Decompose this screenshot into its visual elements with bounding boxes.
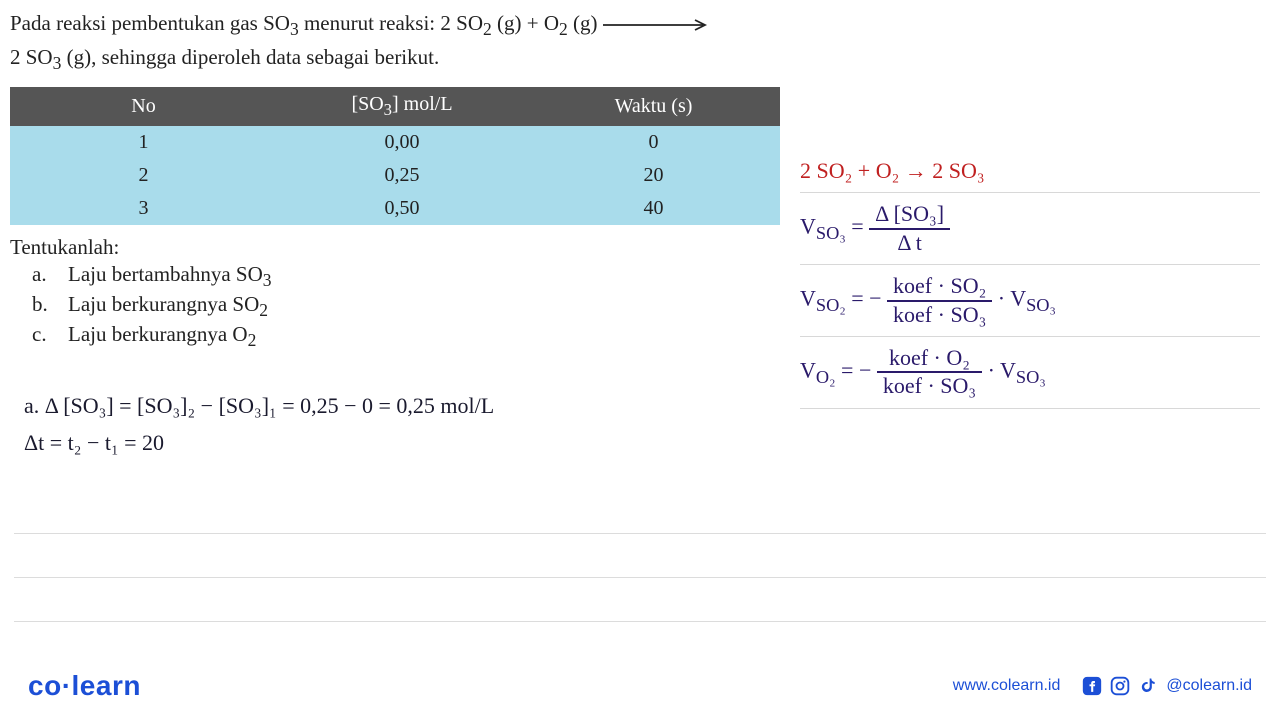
item-a-text: Laju bertambahnya SO3 — [68, 262, 272, 291]
handwriting-left: a. Δ [SO₃] = [SO₃]₂ − [SO₃]₁ = 0,25 − 0 … — [24, 388, 494, 462]
hw-vo2: VO₂ = − koef · O₂ koef · SO₃ · VSO₃ — [800, 337, 1260, 409]
problem-line2-a: 2 SO — [10, 45, 53, 69]
problem-line1-b: menurut reaksi: 2 SO — [304, 11, 483, 35]
problem-line1-a: Pada reaksi pembentukan gas SO — [10, 11, 290, 35]
instagram-icon — [1110, 676, 1130, 696]
item-c-text: Laju berkurangnya O2 — [68, 322, 256, 351]
hw-left-line2: Δt = t₂ − t₁ = 20 — [24, 425, 494, 460]
col-conc: [SO3] mol/L — [277, 87, 527, 126]
tiktok-icon — [1138, 676, 1158, 696]
problem-line2-b: (g), sehingga diperoleh data sebagai ber… — [67, 45, 440, 69]
item-b-text: Laju berkurangnya SO2 — [68, 292, 268, 321]
table-row: 3 0,50 40 — [10, 192, 780, 225]
handwriting-right: 2 SO₂ + O₂ → 2 SO₃ VSO₃ = Δ [SO₃] Δ t VS… — [800, 150, 1260, 409]
table-row: 2 0,25 20 — [10, 159, 780, 192]
table-row: 1 0,00 0 — [10, 126, 780, 159]
facebook-icon — [1082, 676, 1102, 696]
item-c-label: c. — [32, 322, 50, 351]
social-icons: @colearn.id — [1082, 676, 1252, 696]
reaction-arrow-icon — [603, 18, 713, 32]
footer-url: www.colearn.id — [953, 677, 1061, 695]
problem-line1-c: (g) + O — [497, 11, 559, 35]
footer-right: www.colearn.id @colearn.id — [953, 676, 1252, 696]
item-a-label: a. — [32, 262, 50, 291]
brand-logo: co·learn — [28, 670, 141, 702]
hw-vso2: VSO₂ = − koef · SO₂ koef · SO₃ · VSO₃ — [800, 265, 1260, 337]
col-no: No — [10, 87, 277, 126]
footer-handle: @colearn.id — [1166, 677, 1252, 695]
hw-reaction-equation: 2 SO₂ + O₂ → 2 SO₃ — [800, 150, 1260, 193]
item-b-label: b. — [32, 292, 50, 321]
hw-left-line1: a. Δ [SO₃] = [SO₃]₂ − [SO₃]₁ = 0,25 − 0 … — [24, 388, 494, 423]
ruled-lines — [14, 490, 1266, 622]
col-time: Waktu (s) — [527, 87, 780, 126]
data-table: No [SO3] mol/L Waktu (s) 1 0,00 0 2 0,25… — [10, 87, 780, 225]
problem-statement: Pada reaksi pembentukan gas SO3 menurut … — [10, 8, 1270, 77]
footer: co·learn www.colearn.id @colearn.id — [0, 670, 1280, 702]
problem-line1-d: (g) — [573, 11, 598, 35]
hw-vso3: VSO₃ = Δ [SO₃] Δ t — [800, 193, 1260, 265]
